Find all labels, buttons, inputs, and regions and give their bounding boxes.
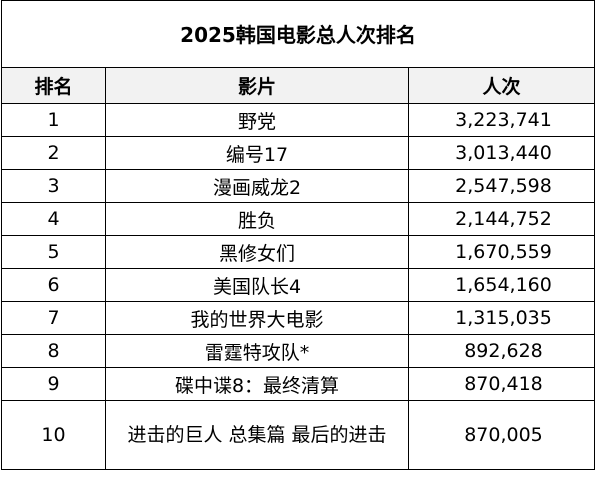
rank-cell: 1 [1, 103, 106, 137]
table-row: 2 编号17 3,013,440 [1, 136, 595, 170]
table-row: 5 黑修女们 1,670,559 [1, 235, 595, 269]
table-row: 10 进击的巨人 总集篇 最后的进击 870,005 [1, 400, 595, 470]
movie-cell: 野党 [105, 103, 409, 137]
rank-cell: 8 [1, 334, 106, 368]
admissions-cell: 2,144,752 [408, 202, 595, 236]
column-header-admissions: 人次 [408, 67, 595, 104]
title-row: 2025韩国电影总人次排名 [1, 0, 595, 68]
table-row: 7 我的世界大电影 1,315,035 [1, 301, 595, 335]
table-title: 2025韩国电影总人次排名 [1, 0, 595, 68]
movie-cell: 美国队长4 [105, 268, 409, 302]
admissions-cell: 1,670,559 [408, 235, 595, 269]
rank-cell: 9 [1, 367, 106, 401]
admissions-cell: 3,223,741 [408, 103, 595, 137]
rank-cell: 7 [1, 301, 106, 335]
rank-cell: 5 [1, 235, 106, 269]
movie-cell: 黑修女们 [105, 235, 409, 269]
rank-cell: 3 [1, 169, 106, 203]
table-row: 9 碟中谍8：最终清算 870,418 [1, 367, 595, 401]
admissions-cell: 892,628 [408, 334, 595, 368]
table-row: 8 雷霆特攻队* 892,628 [1, 334, 595, 368]
movie-cell: 碟中谍8：最终清算 [105, 367, 409, 401]
movie-cell: 漫画威龙2 [105, 169, 409, 203]
admissions-cell: 870,005 [408, 400, 595, 470]
table-row: 1 野党 3,223,741 [1, 103, 595, 137]
column-header-movie: 影片 [105, 67, 409, 104]
movie-cell: 进击的巨人 总集篇 最后的进击 [105, 400, 409, 470]
movie-cell: 雷霆特攻队* [105, 334, 409, 368]
admissions-cell: 1,654,160 [408, 268, 595, 302]
column-header-rank: 排名 [1, 67, 106, 104]
header-row: 排名 影片 人次 [1, 67, 595, 104]
admissions-cell: 2,547,598 [408, 169, 595, 203]
admissions-cell: 870,418 [408, 367, 595, 401]
rank-cell: 2 [1, 136, 106, 170]
movie-cell: 胜负 [105, 202, 409, 236]
movie-cell: 我的世界大电影 [105, 301, 409, 335]
movie-cell: 编号17 [105, 136, 409, 170]
admissions-cell: 3,013,440 [408, 136, 595, 170]
table-row: 6 美国队长4 1,654,160 [1, 268, 595, 302]
ranking-table: 2025韩国电影总人次排名 排名 影片 人次 1 野党 3,223,741 2 … [1, 0, 595, 470]
admissions-cell: 1,315,035 [408, 301, 595, 335]
rank-cell: 6 [1, 268, 106, 302]
rank-cell: 10 [1, 400, 106, 470]
table-title-text: 2025韩国电影总人次排名 [180, 22, 416, 47]
rank-cell: 4 [1, 202, 106, 236]
table-row: 4 胜负 2,144,752 [1, 202, 595, 236]
table-row: 3 漫画威龙2 2,547,598 [1, 169, 595, 203]
